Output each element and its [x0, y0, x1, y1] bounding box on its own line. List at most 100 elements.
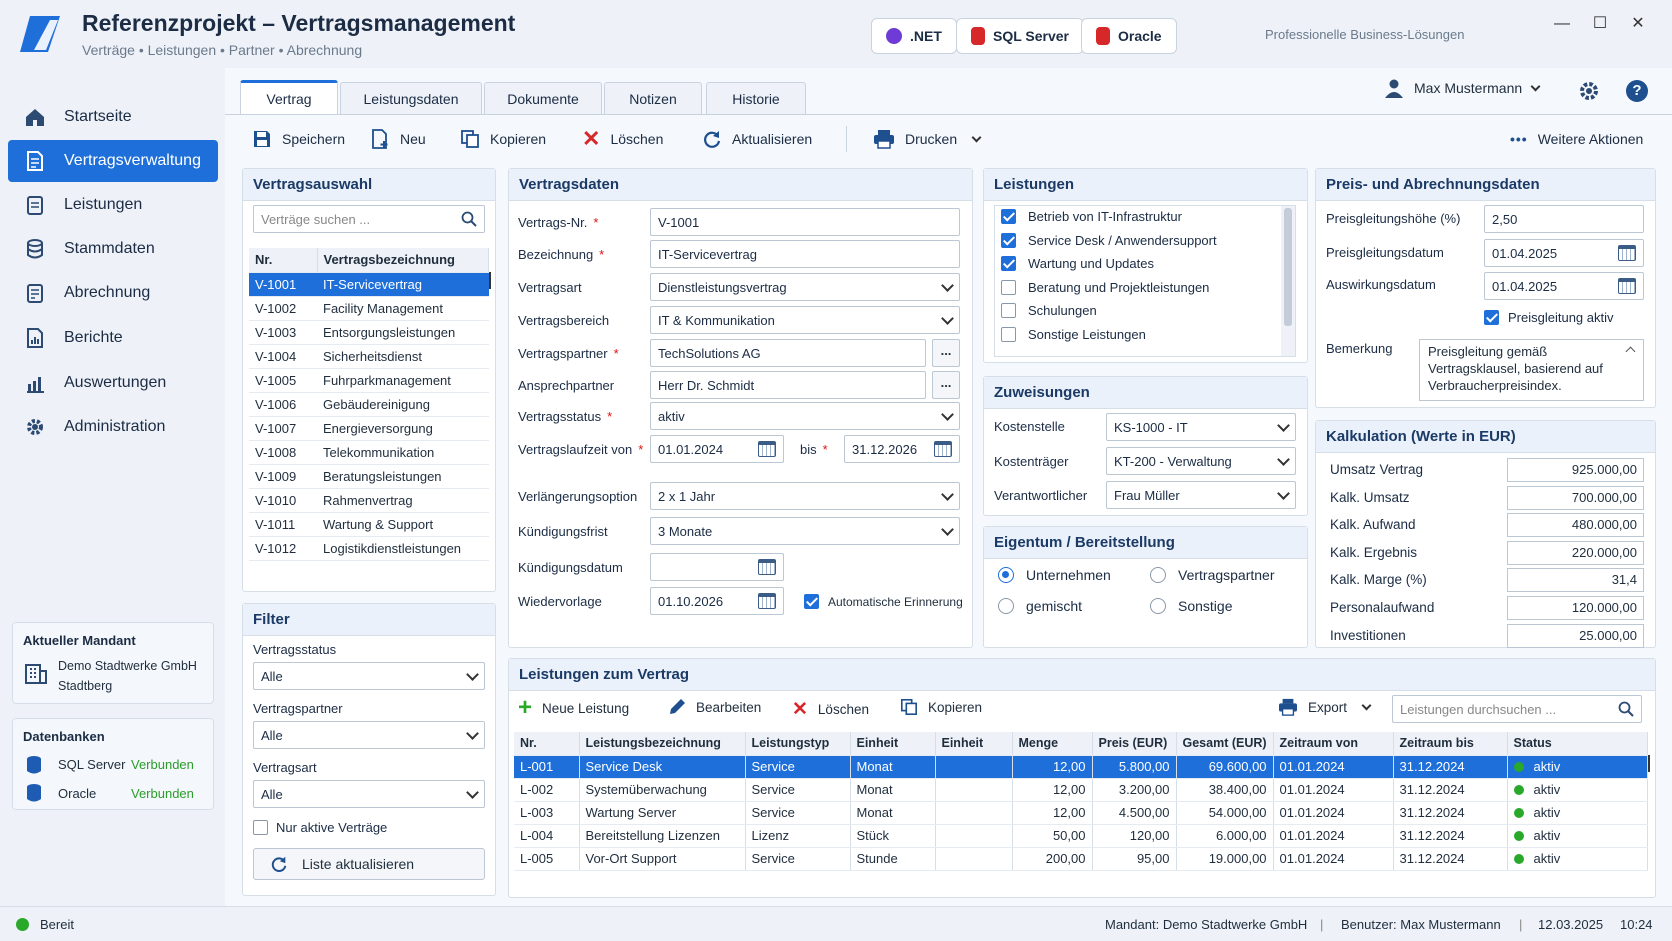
leistung-row[interactable]: L-003 Wartung Server Service Monat 12,00 4.50…	[514, 801, 1650, 825]
print-button[interactable]: Drucken	[873, 120, 982, 158]
leistung-row[interactable]: L-002 Systemüberwachung Service Monat 12,00 3…	[514, 778, 1650, 802]
preisgleitungshoehe-input[interactable]: 2,50	[1484, 205, 1644, 233]
leistung-checkbox[interactable]: Beratung und Projektleistungen	[1001, 279, 1209, 295]
kalk-value[interactable]: 31,4	[1507, 568, 1644, 593]
verantwortlicher-select[interactable]: Frau Müller	[1106, 481, 1296, 509]
preisgleitungsdatum-input[interactable]: 01.04.2025	[1484, 239, 1644, 267]
vertrag-row[interactable]: V-1004 Sicherheitsdienst	[249, 344, 491, 369]
wiedervorlage-input[interactable]: 01.10.2026	[650, 587, 784, 615]
lzv-col-header[interactable]: Leistungsbezeichnung	[579, 732, 746, 756]
leistung-row[interactable]: L-005 Vor-Ort Support Service Stunde 200,00 9…	[514, 847, 1650, 871]
vertrag-row[interactable]: V-1003 Entsorgungsleistungen	[249, 320, 491, 345]
lzv-col-header[interactable]: Einheit	[935, 732, 1013, 756]
filter-art-select[interactable]: Alle	[253, 780, 485, 808]
bemerkung-textarea[interactable]: Preisgleitung gemäß Vertragsklausel, bas…	[1419, 339, 1644, 401]
vertragsstatus-select[interactable]: aktiv	[650, 402, 960, 430]
leistung-checkbox[interactable]: Schulungen	[1001, 303, 1097, 319]
nav-startseite[interactable]: Startseite	[8, 96, 218, 138]
nav-stammdaten[interactable]: Stammdaten	[8, 228, 218, 270]
browse-button[interactable]: ...	[932, 371, 960, 399]
kalk-value[interactable]: 480.000,00	[1507, 513, 1644, 538]
lzv-col-header[interactable]: Zeitraum von	[1273, 732, 1394, 756]
export-button[interactable]: Export	[1278, 698, 1372, 716]
kostentraeger-select[interactable]: KT-200 - Verwaltung	[1106, 447, 1296, 475]
leistung-checkbox[interactable]: Betrieb von IT-Infrastruktur	[1001, 209, 1182, 224]
calendar-icon[interactable]	[934, 441, 952, 457]
kalk-value[interactable]: 220.000,00	[1507, 540, 1644, 565]
leistung-checkbox[interactable]: Sonstige Leistungen	[1001, 327, 1146, 342]
laufzeit-von-input[interactable]: 01.01.2024	[650, 435, 784, 463]
kalk-value[interactable]: 25.000,00	[1507, 623, 1644, 648]
more-actions-button[interactable]: ••• Weitere Aktionen	[1510, 131, 1644, 147]
vertragsart-select[interactable]: Dienstleistungsvertrag	[650, 273, 960, 301]
new-button[interactable]: Neu	[370, 120, 426, 158]
radio-sonstige[interactable]: Sonstige	[1150, 598, 1232, 614]
nav-abrechnung[interactable]: Abrechnung	[8, 272, 218, 314]
tab-dokumente[interactable]: Dokumente	[484, 82, 602, 114]
nav-vertragsverwaltung[interactable]: Vertragsverwaltung	[8, 140, 218, 182]
laufzeit-bis-input[interactable]: 31.12.2026	[844, 435, 960, 463]
lzv-col-header[interactable]: Nr.	[514, 732, 580, 756]
tab-notizen[interactable]: Notizen	[604, 82, 702, 114]
kalk-value[interactable]: 925.000,00	[1507, 458, 1644, 482]
leistung-checkbox[interactable]: Service Desk / Anwendersupport	[1001, 232, 1217, 248]
vertragsbereich-select[interactable]: IT & Kommunikation	[650, 306, 960, 334]
vertrag-row[interactable]: V-1002 Facility Management	[249, 296, 491, 321]
vertrag-row[interactable]: V-1001 IT-Servicevertrag	[249, 272, 491, 297]
radio-gemischt[interactable]: gemischt	[998, 598, 1082, 614]
user-menu[interactable]: Max Mustermann	[1384, 78, 1541, 98]
nav-auswertungen[interactable]: Auswertungen	[8, 362, 218, 404]
vertrag-row[interactable]: V-1008 Telekommunikation	[249, 440, 491, 465]
minimize-button[interactable]: —	[1554, 15, 1570, 32]
calendar-icon[interactable]	[758, 441, 776, 457]
radio-vertragspartner[interactable]: Vertragspartner	[1150, 567, 1275, 583]
tab-leistungsdaten[interactable]: Leistungsdaten	[340, 82, 482, 114]
kalk-value[interactable]: 700.000,00	[1507, 485, 1644, 510]
kalk-value[interactable]: 120.000,00	[1507, 596, 1644, 620]
vertrag-row[interactable]: V-1006 Gebäudereinigung	[249, 392, 491, 417]
leistungen-search-input[interactable]: Leistungen durchsuchen ...	[1392, 695, 1642, 723]
nav-leistungen[interactable]: Leistungen	[8, 184, 218, 226]
only-active-checkbox[interactable]: Nur aktive Verträge	[253, 820, 387, 835]
leistung-row[interactable]: L-001 Service Desk Service Monat 12,00 5.800,…	[514, 755, 1650, 779]
maximize-button[interactable]: ☐	[1592, 15, 1608, 32]
auswirkungsdatum-input[interactable]: 01.04.2025	[1484, 272, 1644, 300]
leistung-row[interactable]: L-004 Bereitstellung Lizenzen Lizenz Stück 5…	[514, 824, 1650, 848]
tab-vertrag[interactable]: Vertrag	[240, 80, 338, 114]
lzv-col-header[interactable]: Zeitraum bis	[1393, 732, 1508, 756]
browse-button[interactable]: ...	[932, 339, 960, 367]
lzv-col-header[interactable]: Einheit	[850, 732, 936, 756]
kostenstelle-select[interactable]: KS-1000 - IT	[1106, 413, 1296, 441]
vertrag-row[interactable]: V-1005 Fuhrparkmanagement	[249, 368, 491, 393]
delete-button[interactable]: ✕ Löschen	[582, 126, 664, 151]
save-button[interactable]: Speichern	[252, 120, 345, 158]
delete-leistung-button[interactable]: ✕ Löschen	[792, 699, 869, 720]
calendar-icon[interactable]	[1618, 278, 1636, 294]
filter-partner-select[interactable]: Alle	[253, 721, 485, 749]
refresh-list-button[interactable]: Liste aktualisieren	[253, 848, 485, 880]
vertrag-row[interactable]: V-1012 Logistikdienstleistungen	[249, 536, 491, 561]
ansprechpartner-input[interactable]: Herr Dr. Schmidt	[650, 371, 926, 399]
edit-leistung-button[interactable]: Bearbeiten	[668, 698, 761, 716]
copy-leistung-button[interactable]: Kopieren	[900, 698, 982, 716]
vertrag-row[interactable]: V-1007 Energieversorgung	[249, 416, 491, 441]
verlaengerung-select[interactable]: 2 x 1 Jahr	[650, 482, 960, 510]
vertrag-row[interactable]: V-1010 Rahmenvertrag	[249, 488, 491, 513]
bezeichnung-input[interactable]: IT-Servicevertrag	[650, 240, 960, 268]
copy-button[interactable]: Kopieren	[460, 120, 546, 158]
radio-unternehmen[interactable]: Unternehmen	[998, 567, 1111, 583]
tab-historie[interactable]: Historie	[706, 82, 806, 114]
refresh-button[interactable]: Aktualisieren	[702, 120, 812, 158]
lzv-col-header[interactable]: Menge	[1012, 732, 1093, 756]
leistung-checkbox[interactable]: Wartung und Updates	[1001, 256, 1154, 272]
oracle-badge[interactable]: Oracle	[1081, 18, 1177, 54]
vertrag-row[interactable]: V-1009 Beratungsleistungen	[249, 464, 491, 489]
vertrag-row[interactable]: V-1011 Wartung & Support	[249, 512, 491, 537]
kuendigungsdatum-input[interactable]	[650, 553, 784, 581]
vertraege-search-input[interactable]: Verträge suchen ...	[253, 205, 485, 233]
erinnerung-checkbox[interactable]: Automatische Erinnerung	[804, 594, 963, 609]
close-button[interactable]: ✕	[1631, 15, 1645, 32]
calendar-icon[interactable]	[1618, 245, 1636, 261]
nav-administration[interactable]: Administration	[8, 406, 218, 448]
help-icon[interactable]: ?	[1626, 80, 1648, 102]
